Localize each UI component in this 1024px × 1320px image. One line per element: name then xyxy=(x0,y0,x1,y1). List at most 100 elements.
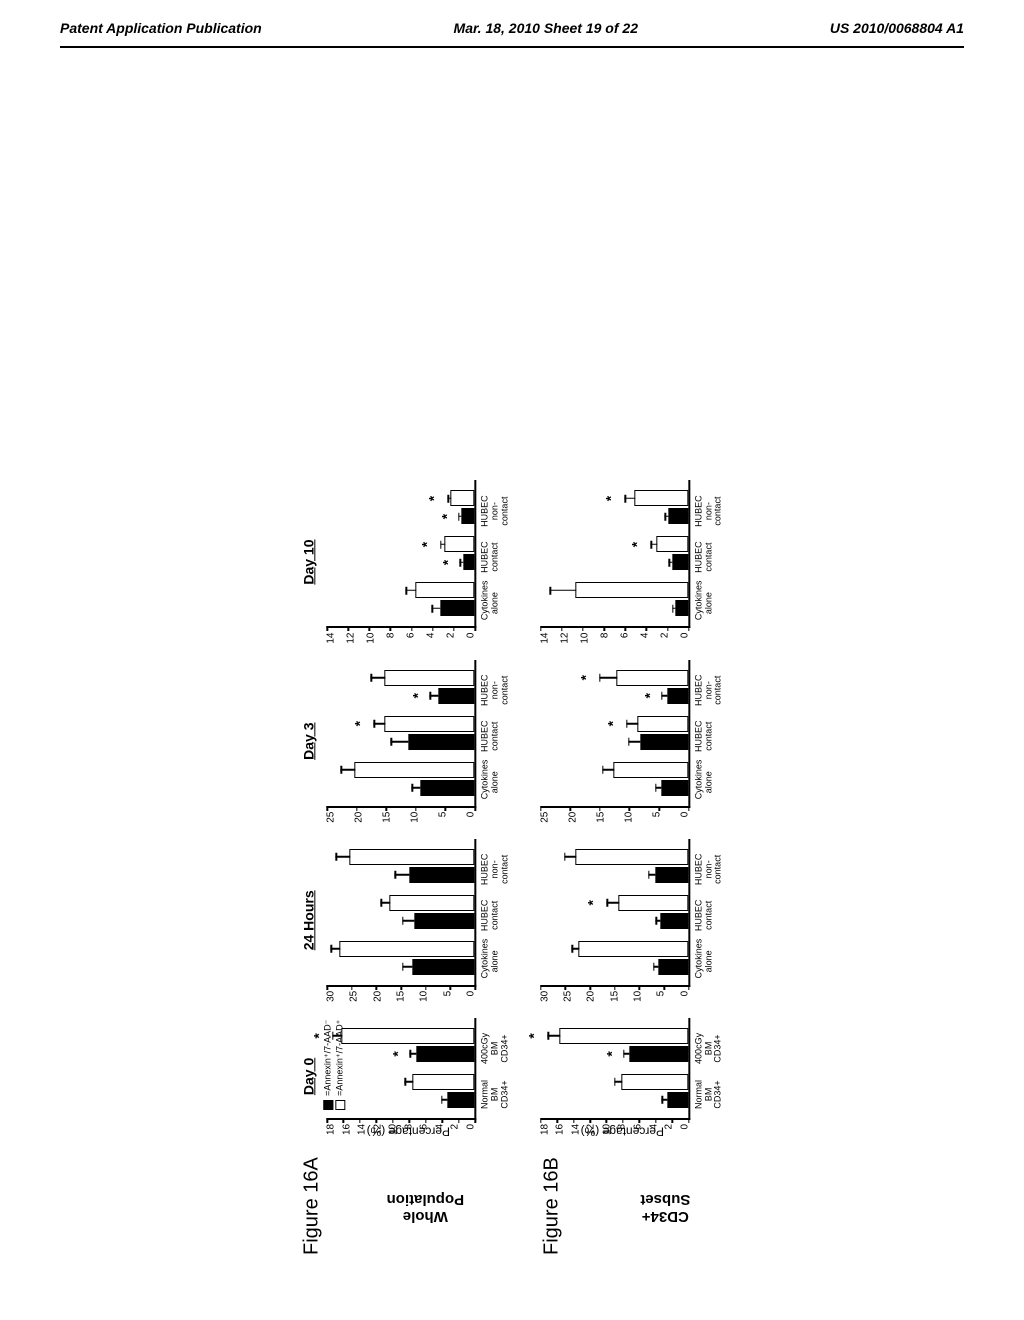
page-header: Patent Application Publication Mar. 18, … xyxy=(0,0,1024,46)
significance-marker: * xyxy=(310,1033,326,1038)
bar-group: * xyxy=(618,895,688,929)
bar-group: * xyxy=(656,537,688,571)
significance-marker: * xyxy=(438,514,454,519)
bar-white xyxy=(354,762,474,778)
x-label: Cytokinesalone xyxy=(480,765,510,799)
error-bar xyxy=(411,787,420,789)
x-label: HUBECcontact xyxy=(480,719,510,753)
header-left: Patent Application Publication xyxy=(60,20,262,36)
x-label: HUBECnon-contact xyxy=(480,852,510,886)
chart-panel: Day 32520151050**CytokinesaloneHUBECcont… xyxy=(300,660,510,823)
error-bar xyxy=(648,874,656,876)
x-axis-labels: CytokinesaloneHUBECcontactHUBECnon-conta… xyxy=(694,852,724,988)
figure-label: Figure 16B xyxy=(540,1157,563,1255)
y-tick-marks xyxy=(540,985,688,990)
y-tick-label: 18 xyxy=(326,1124,336,1135)
bar-group: * xyxy=(637,716,688,750)
bar-group: ** xyxy=(559,1028,688,1062)
plot-region: ** xyxy=(540,1018,690,1120)
bar-group xyxy=(339,941,474,975)
plot-region: =Annexin⁺/7-AAD⁻=Annexin⁺/7-AAD⁺** xyxy=(326,1018,476,1120)
y-tick-label: 15 xyxy=(610,991,620,1002)
bar-group xyxy=(389,895,474,929)
y-tick-label: 25 xyxy=(540,812,550,823)
chart-area: 14121086420** xyxy=(540,481,690,644)
y-tick-label: 0 xyxy=(466,991,476,997)
plot-region: *** xyxy=(540,660,690,808)
bar-white xyxy=(576,849,689,865)
bar-white: * xyxy=(637,716,688,732)
x-label: Cytokinesalone xyxy=(694,944,724,978)
y-axis-label: Percentage (%) xyxy=(367,1124,450,1138)
y-tick-label: 30 xyxy=(540,991,550,1002)
error-bar xyxy=(394,874,409,876)
y-tick-label: 20 xyxy=(354,812,364,823)
bar-group xyxy=(578,941,688,975)
y-tick-label: 4 xyxy=(426,633,436,639)
y-tick-marks xyxy=(540,627,688,632)
bar-group xyxy=(415,583,474,617)
y-tick-label: 15 xyxy=(382,812,392,823)
bar-group xyxy=(412,1074,475,1108)
y-tick-label: 0 xyxy=(680,812,690,818)
panels-container: Day 0Percentage (%)181614121086420=Annex… xyxy=(300,481,510,1136)
y-tick-label: 0 xyxy=(466,812,476,818)
y-tick-label: 10 xyxy=(420,991,430,1002)
bar-group xyxy=(576,849,689,883)
y-tick-label: 8 xyxy=(386,633,396,639)
bar-white: * xyxy=(634,491,688,507)
error-bar xyxy=(599,677,617,679)
y-tick-marks xyxy=(326,1118,474,1123)
bar-black xyxy=(667,1092,688,1108)
bar-group: * xyxy=(384,716,474,750)
chart-panel: .302520151050*CytokinesaloneHUBECcontact… xyxy=(540,839,724,1002)
y-tick-label: 12 xyxy=(346,633,356,644)
bar-black xyxy=(675,601,688,617)
bar-black xyxy=(656,867,689,883)
header-center: Mar. 18, 2010 Sheet 19 of 22 xyxy=(454,20,638,36)
bar-black xyxy=(672,555,688,571)
plot-region: **** xyxy=(326,481,476,629)
y-tick-label: 10 xyxy=(633,991,643,1002)
error-bar xyxy=(370,677,385,679)
x-axis-labels: CytokinesaloneHUBECcontactHUBECnon-conta… xyxy=(694,494,724,630)
error-bar xyxy=(340,769,355,771)
bar-black: * xyxy=(461,509,474,525)
chart-panel: .14121086420**CytokinesaloneHUBECcontact… xyxy=(540,481,724,644)
bar-white: * xyxy=(559,1028,688,1044)
y-tick-marks xyxy=(326,627,474,632)
x-label: Cytokinesalone xyxy=(480,586,510,620)
x-label: HUBECnon-contact xyxy=(480,494,510,528)
y-tick-marks xyxy=(326,985,474,990)
y-tick-label: 2 xyxy=(446,633,456,639)
y-tick-label: 30 xyxy=(326,991,336,1002)
y-tick-label: 25 xyxy=(326,812,336,823)
error-bar xyxy=(661,695,667,697)
y-tick-label: 2 xyxy=(660,633,670,639)
bar-white xyxy=(389,895,474,911)
x-label: Cytokinesalone xyxy=(480,944,510,978)
chart-area: 14121086420**** xyxy=(326,481,476,644)
bar-black: * xyxy=(416,1046,474,1062)
plot-region: * xyxy=(540,839,690,987)
bar-group xyxy=(576,583,689,617)
legend-swatch xyxy=(323,1100,333,1110)
y-tick-label: 10 xyxy=(624,812,634,823)
error-bar xyxy=(661,1099,667,1101)
y-tick-label: 4 xyxy=(640,633,650,639)
panel-title: Day 0 xyxy=(300,1058,320,1095)
x-label: HUBECnon-contact xyxy=(694,494,724,528)
significance-marker: * xyxy=(425,496,441,501)
plot-region xyxy=(326,839,476,987)
bar-black xyxy=(412,959,475,975)
error-bar xyxy=(429,695,438,697)
bar-white: * xyxy=(444,537,474,553)
bar-group: ** xyxy=(451,491,475,525)
y-tick-label: 15 xyxy=(396,991,406,1002)
legend-swatch xyxy=(335,1100,345,1110)
bar-black xyxy=(408,734,474,750)
bar-group: ** xyxy=(444,537,474,571)
row-label-block: Figure 16BCD34+Subset xyxy=(540,1145,609,1255)
y-tick-label: 16 xyxy=(556,1124,566,1135)
x-axis-labels: CytokinesaloneHUBECcontactHUBECnon-conta… xyxy=(480,494,510,630)
